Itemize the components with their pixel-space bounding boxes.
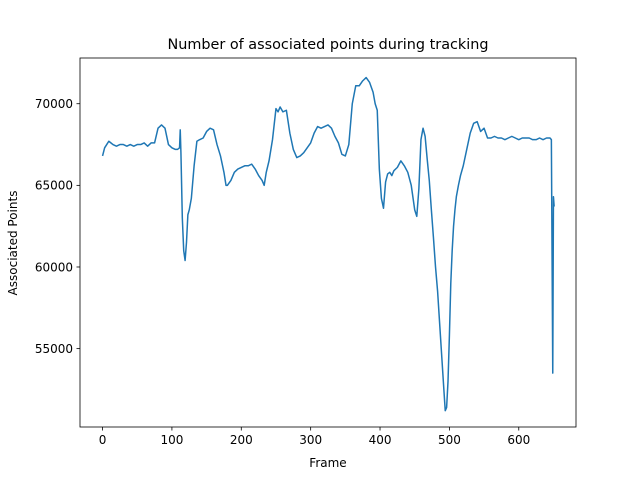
chart-title: Number of associated points during track… — [167, 37, 488, 53]
plot-frame — [79, 57, 577, 428]
y-tick-label: 55000 — [35, 342, 73, 356]
x-tick-label: 200 — [230, 433, 253, 447]
y-tick-label: 70000 — [35, 97, 73, 111]
x-tick-label: 300 — [299, 433, 322, 447]
y-ticks: 55000 60000 65000 70000 — [35, 97, 80, 356]
x-tick-label: 500 — [438, 433, 461, 447]
x-tick-label: 400 — [369, 433, 392, 447]
x-tick-label: 600 — [507, 433, 530, 447]
y-tick-label: 65000 — [35, 179, 73, 193]
y-tick-label: 60000 — [35, 260, 73, 274]
x-axis-label: Frame — [309, 456, 346, 470]
y-axis-label: Associated Points — [6, 191, 20, 296]
x-tick-label: 100 — [160, 433, 183, 447]
series-line-0 — [101, 76, 555, 412]
x-tick-label: 0 — [99, 433, 107, 447]
series-layer — [101, 76, 555, 412]
plot-area — [80, 58, 576, 427]
x-ticks: 0 100 200 300 400 500 600 — [99, 427, 530, 447]
